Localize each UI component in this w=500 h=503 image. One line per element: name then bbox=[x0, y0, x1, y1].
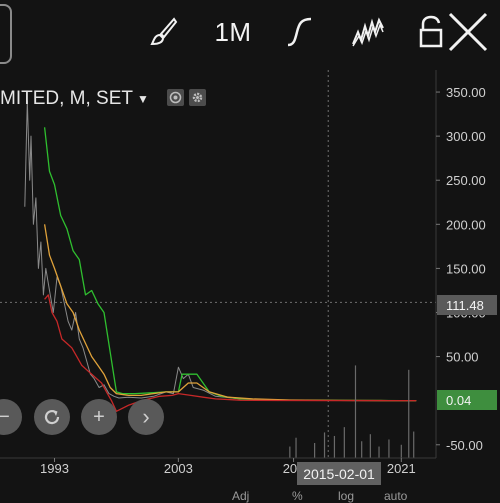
y-tick-label: 300.00 bbox=[446, 129, 486, 144]
y-tick-label: 350.00 bbox=[446, 85, 486, 100]
unlock-icon[interactable] bbox=[416, 12, 446, 52]
crosshair-date-label: 2015-02-01 bbox=[297, 462, 381, 485]
current-price-label: 111.48 bbox=[437, 295, 497, 315]
y-tick-label: 50.00 bbox=[446, 350, 479, 365]
zoom-out-button[interactable]: − bbox=[0, 399, 22, 435]
brush-icon[interactable] bbox=[146, 12, 180, 52]
series-line-1 bbox=[43, 127, 417, 402]
eye-icon[interactable] bbox=[167, 89, 184, 106]
chart-grid bbox=[0, 70, 436, 458]
minus-icon: − bbox=[0, 405, 10, 428]
refresh-icon bbox=[44, 409, 60, 425]
series-line-3 bbox=[44, 294, 417, 412]
y-tick-label: 150.00 bbox=[446, 261, 486, 276]
menu-button[interactable] bbox=[0, 4, 12, 64]
last-value-label: 0.04 bbox=[437, 390, 497, 410]
time-axis: 1993 2003 201 2021 bbox=[0, 457, 436, 476]
x-tick-label: 1993 bbox=[40, 461, 69, 476]
interval-button[interactable]: 1M bbox=[212, 12, 254, 52]
y-tick-label: 250.00 bbox=[446, 173, 486, 188]
interval-label: 1M bbox=[214, 16, 252, 47]
auto-tab[interactable]: auto bbox=[384, 489, 408, 503]
symbol-label: MITED, M, SET bbox=[0, 88, 133, 109]
adj-tab[interactable]: Adj bbox=[232, 489, 250, 503]
volume-bars bbox=[289, 365, 415, 458]
plus-icon: + bbox=[93, 405, 105, 428]
caret-down-icon: ▼ bbox=[137, 91, 149, 106]
reset-zoom-button[interactable] bbox=[34, 399, 70, 435]
chart-series bbox=[24, 100, 417, 412]
y-tick-label: -50.00 bbox=[446, 438, 483, 453]
x-tick-label: 2021 bbox=[387, 461, 416, 476]
scroll-next-button[interactable]: › bbox=[128, 399, 164, 435]
symbol-legend[interactable]: MITED, M, SET ▼ bbox=[0, 88, 149, 110]
gear-icon[interactable] bbox=[189, 89, 206, 106]
chevron-right-icon: › bbox=[142, 404, 150, 429]
wave-icon[interactable] bbox=[350, 12, 386, 52]
series-line-0 bbox=[24, 100, 417, 402]
percent-tab[interactable]: % bbox=[292, 489, 303, 503]
y-tick-label: 200.00 bbox=[446, 217, 486, 232]
top-toolbar: 1M bbox=[0, 0, 500, 70]
log-tab[interactable]: log bbox=[338, 489, 355, 503]
x-tick-label: 2003 bbox=[164, 461, 193, 476]
close-icon[interactable] bbox=[446, 12, 490, 52]
zoom-in-button[interactable]: + bbox=[81, 399, 117, 435]
series-line-2 bbox=[43, 224, 417, 402]
curve-icon[interactable] bbox=[282, 12, 316, 52]
